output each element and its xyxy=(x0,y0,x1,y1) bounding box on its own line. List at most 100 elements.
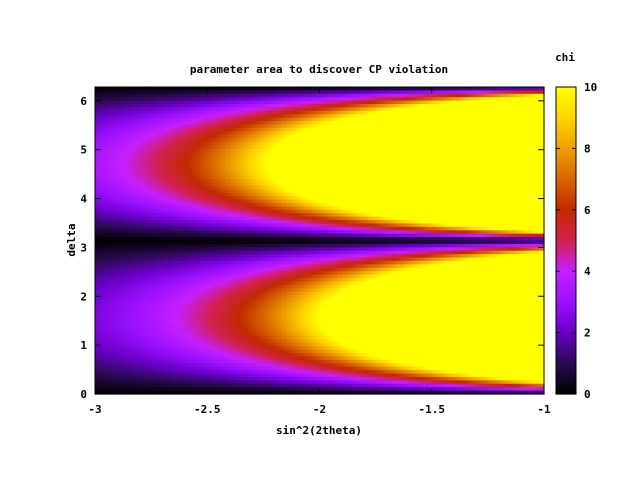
heatmap-cell xyxy=(304,87,309,92)
heatmap-cell xyxy=(487,97,493,102)
heatmap-cell xyxy=(173,172,178,177)
heatmap-cell xyxy=(390,131,395,136)
heatmap-cell xyxy=(158,87,163,92)
heatmap-cell xyxy=(121,151,126,156)
heatmap-cell xyxy=(420,144,425,149)
heatmap-cell xyxy=(222,202,227,207)
heatmap-cell xyxy=(386,216,392,221)
heatmap-cell xyxy=(154,189,160,194)
heatmap-cell xyxy=(514,172,519,177)
heatmap-cell xyxy=(121,175,126,180)
heatmap-cell xyxy=(300,114,306,119)
heatmap-cell xyxy=(514,148,519,153)
heatmap-cell xyxy=(285,134,291,139)
heatmap-cell xyxy=(409,124,414,129)
heatmap-cell xyxy=(330,155,336,160)
heatmap-cell xyxy=(476,124,481,129)
heatmap-cell xyxy=(132,107,137,112)
heatmap-cell xyxy=(128,107,134,112)
heatmap-cell xyxy=(300,182,306,187)
heatmap-cell xyxy=(233,162,238,167)
heatmap-cell xyxy=(349,97,354,102)
heatmap-cell xyxy=(390,97,395,102)
heatmap-cell xyxy=(472,172,478,177)
heatmap-cell xyxy=(375,90,380,95)
heatmap-cell xyxy=(506,158,511,163)
heatmap-cell xyxy=(124,226,130,231)
heatmap-cell xyxy=(233,124,238,129)
heatmap-cell xyxy=(297,141,302,146)
heatmap-cell xyxy=(207,124,212,129)
heatmap-cell xyxy=(457,182,463,187)
heatmap-cell xyxy=(270,199,276,204)
heatmap-cell xyxy=(196,179,201,184)
heatmap-cell xyxy=(326,162,332,167)
heatmap-cell xyxy=(450,155,455,160)
heatmap-cell xyxy=(139,100,145,105)
heatmap-cell xyxy=(338,117,343,122)
heatmap-cell xyxy=(334,138,339,143)
heatmap-cell xyxy=(521,192,526,197)
heatmap-cell xyxy=(199,209,205,214)
heatmap-cell xyxy=(222,175,227,180)
heatmap-cell xyxy=(143,209,148,214)
heatmap-cell xyxy=(495,199,500,204)
heatmap-cell xyxy=(394,134,399,139)
heatmap-cell xyxy=(169,127,175,132)
heatmap-cell xyxy=(330,202,336,207)
heatmap-cell xyxy=(345,220,351,225)
heatmap-cell xyxy=(529,202,534,207)
heatmap-cell xyxy=(263,97,268,102)
heatmap-cell xyxy=(136,144,141,149)
heatmap-cell xyxy=(169,97,175,102)
heatmap-cell xyxy=(173,124,178,129)
heatmap-cell xyxy=(169,110,175,115)
heatmap-cell xyxy=(345,216,351,221)
heatmap-cell xyxy=(121,162,126,167)
heatmap-cell xyxy=(139,114,145,119)
heatmap-cell xyxy=(184,216,190,221)
heatmap-cell xyxy=(259,182,264,187)
heatmap-cell xyxy=(128,100,134,105)
heatmap-cell xyxy=(442,175,448,180)
heatmap-cell xyxy=(166,110,171,115)
heatmap-cell xyxy=(420,114,425,119)
heatmap-cell xyxy=(315,87,321,92)
heatmap-cell xyxy=(188,117,193,122)
heatmap-cell xyxy=(334,209,339,214)
heatmap-cell xyxy=(469,110,474,115)
heatmap-cell xyxy=(465,124,470,129)
heatmap-cell xyxy=(166,189,171,194)
heatmap-cell xyxy=(360,100,365,105)
heatmap-cell xyxy=(259,141,264,146)
heatmap-cell xyxy=(109,100,115,105)
heatmap-cell xyxy=(356,162,362,167)
heatmap-cell xyxy=(117,97,122,102)
heatmap-cell xyxy=(495,162,500,167)
heatmap-cell xyxy=(229,202,235,207)
heatmap-cell xyxy=(315,90,321,95)
heatmap-cell xyxy=(252,189,257,194)
heatmap-cell xyxy=(109,165,115,170)
heatmap-cell xyxy=(323,114,328,119)
heatmap-cell xyxy=(349,223,354,228)
heatmap-cell xyxy=(162,192,167,197)
heatmap-cell xyxy=(173,107,178,112)
heatmap-cell xyxy=(536,155,541,160)
heatmap-cell xyxy=(274,213,279,218)
heatmap-cell xyxy=(491,196,496,201)
heatmap-cell xyxy=(109,213,115,218)
heatmap-cell xyxy=(237,117,242,122)
heatmap-cell xyxy=(525,182,530,187)
heatmap-cell xyxy=(102,107,107,112)
heatmap-cell xyxy=(405,151,410,156)
heatmap-cell xyxy=(484,158,489,163)
heatmap-cell xyxy=(386,104,392,109)
heatmap-cell xyxy=(521,151,526,156)
heatmap-cell xyxy=(132,196,137,201)
heatmap-cell xyxy=(405,131,410,136)
heatmap-cell xyxy=(124,168,130,173)
heatmap-cell xyxy=(297,206,302,211)
heatmap-cell xyxy=(304,185,309,190)
heatmap-cell xyxy=(487,131,493,136)
